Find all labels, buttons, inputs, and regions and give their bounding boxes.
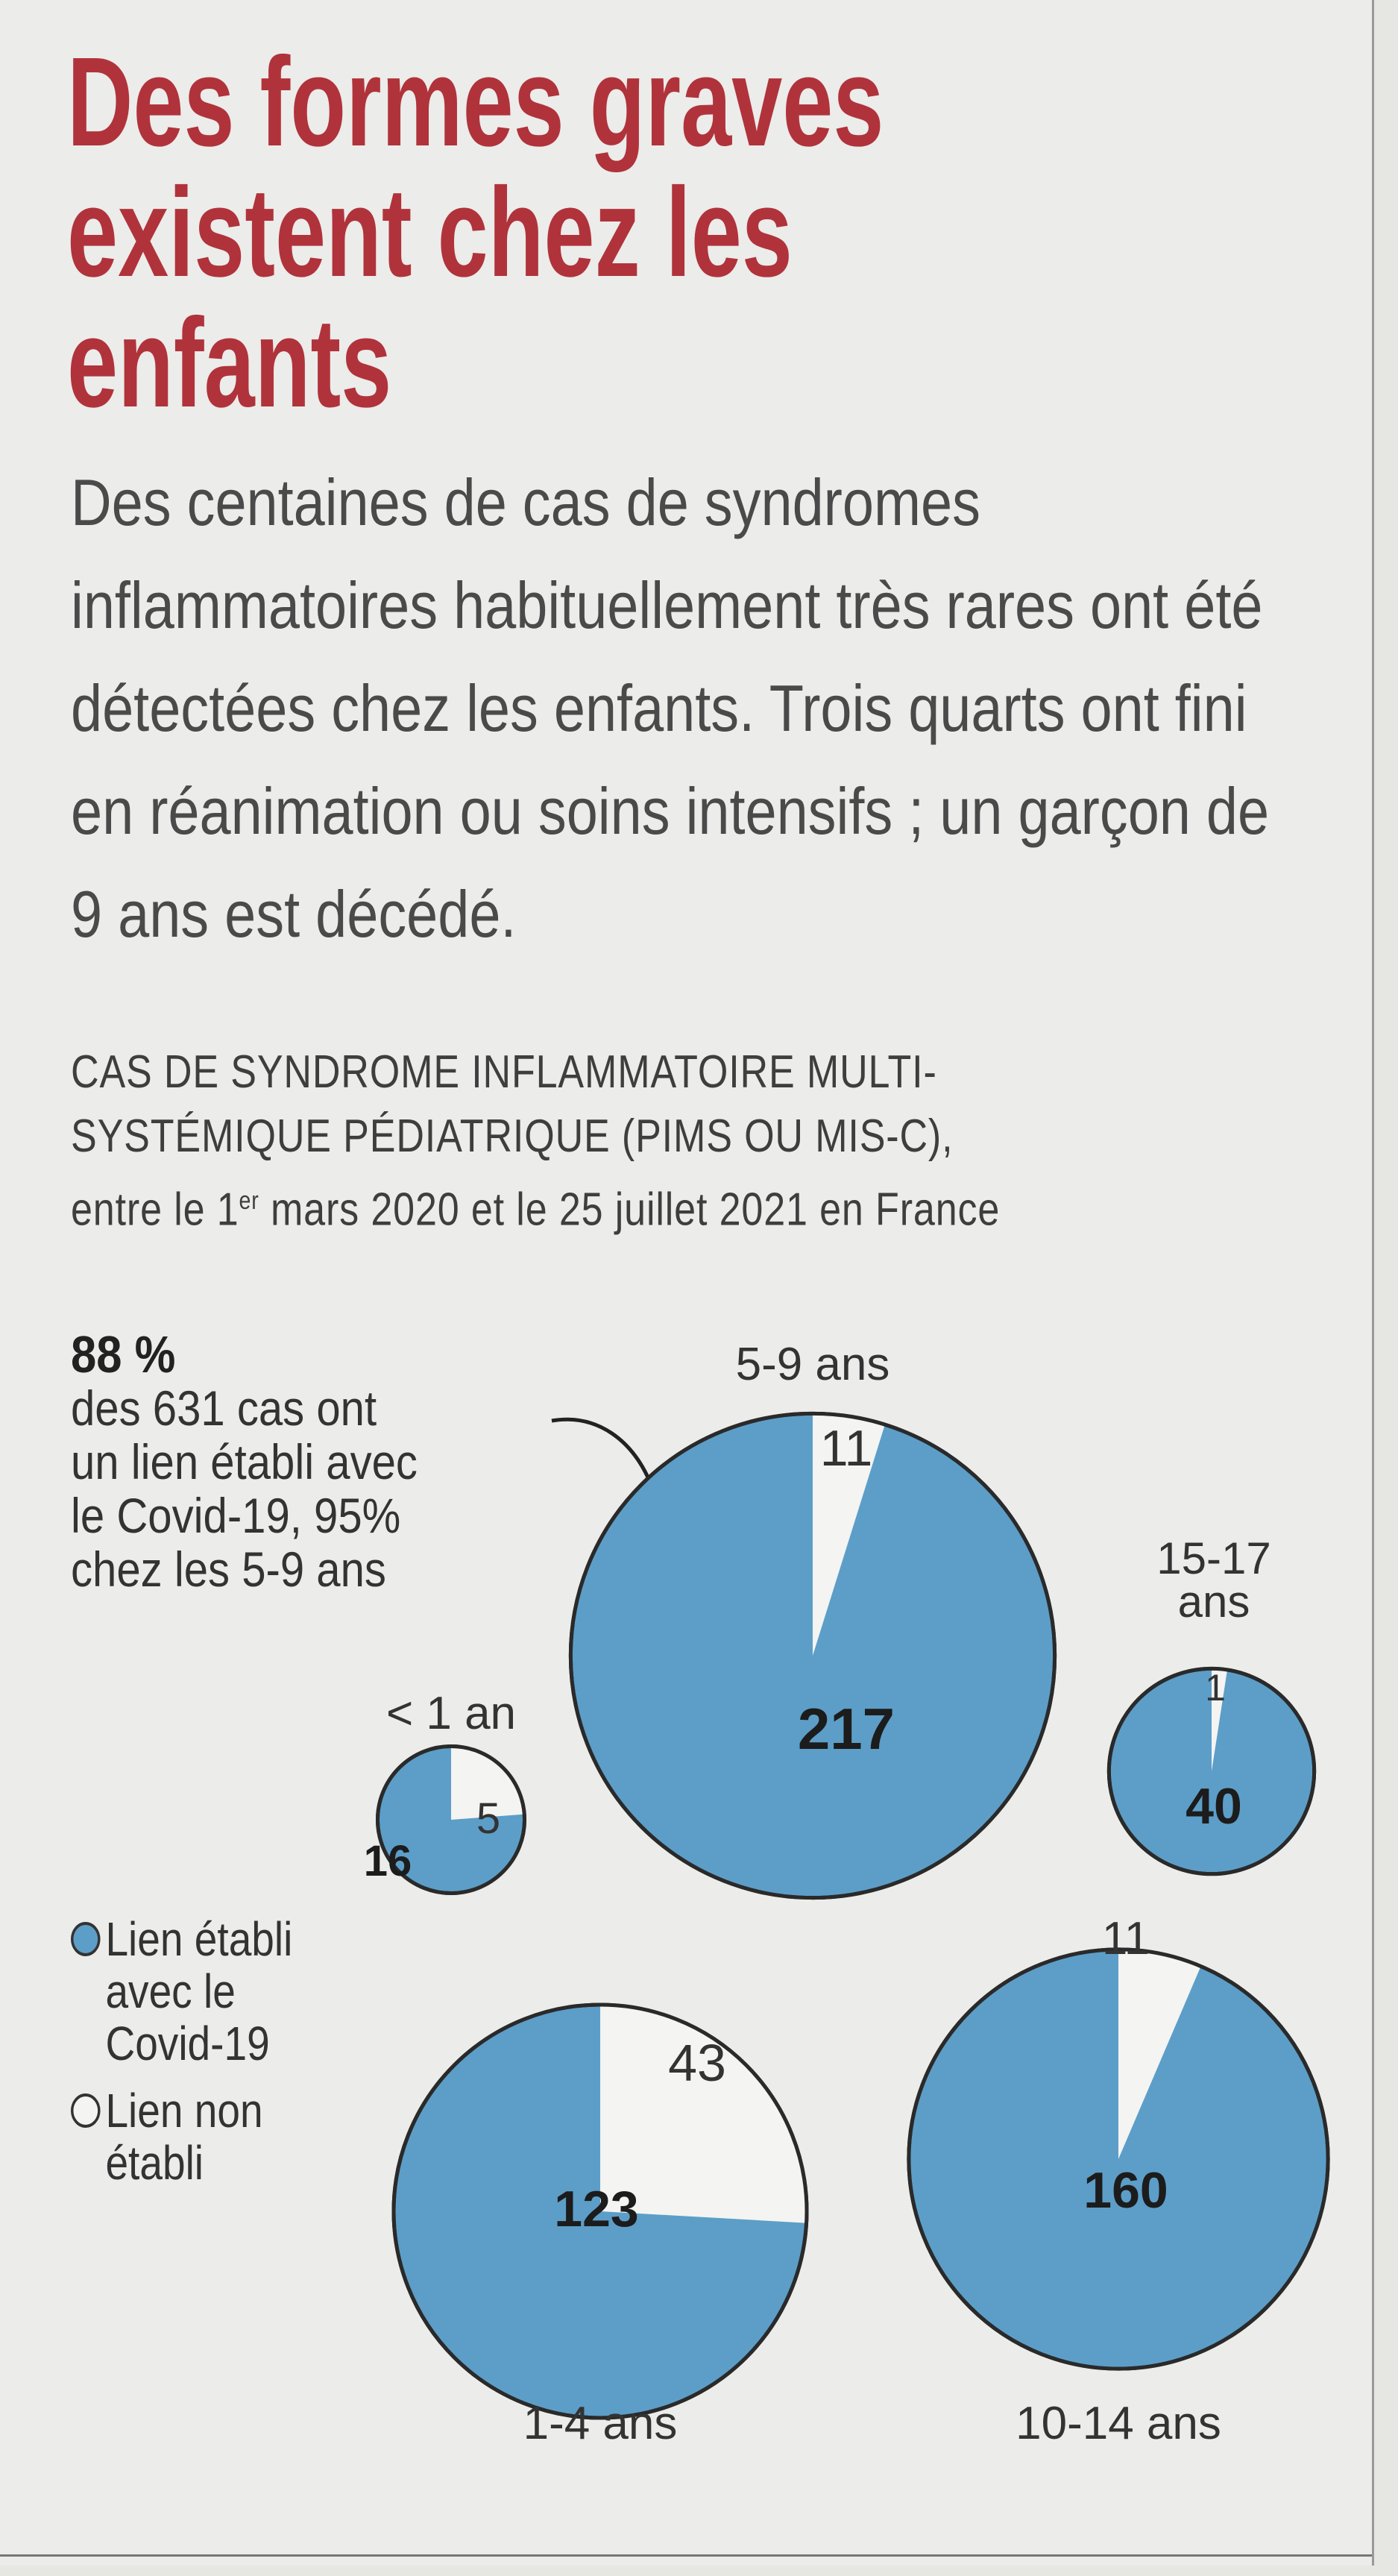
subhead-line-3: entre le 1er mars 2020 et le 25 juillet … [71,1169,1198,1243]
value-label-not-linked-1-4-ans: 43 [668,2034,726,2092]
subhead-line-3-pre: entre le 1 [71,1184,239,1236]
value-label-not-linked-1-an: 5 [476,1794,500,1843]
title-line-2: existent chez les enfants [67,162,793,434]
pie-not-linked-slice-1-4-ans [600,2004,807,2223]
legend-label-linked: Lien établi avec le Covid-19 [105,1912,293,2070]
subhead-sup: er [239,1187,259,1215]
legend-item-linked: Lien établi avec le Covid-19 [71,1913,340,2070]
pie-not-linked-slice-10-14-ans [1118,1949,1201,2159]
callout-percent: 88 % [71,1325,176,1383]
age-label-1-an: < 1 an [386,1688,516,1739]
age-label-5-9-ans: 5-9 ans [736,1339,890,1390]
age-label-10-14-ans: 10-14 ans [1016,2398,1221,2449]
callout-line-1: des 631 cas ont [71,1380,377,1436]
pie-outline-15-17-ans [1106,1666,1317,1876]
subhead-line-3-post: mars 2020 et le 25 juillet 2021 en Franc… [259,1184,1001,1236]
subhead-line-2: SYSTÉMIQUE PÉDIATRIQUE (PIMS OU MIS-C), [71,1110,954,1162]
bubble-pie-chart: 16 5 < 1 an 123 43 1-4 ans 217 11 5-9 ans 160 11 10… [364,1339,1330,2449]
infographic-page: Des formes graves existent chez les enfan… [0,0,1374,2566]
callout-arrow [551,1417,655,1489]
legend-label-not-linked: Lien non établi [105,2084,263,2190]
callout-annotation: 88 % des 631 cas ont un lien établi avec… [71,1328,530,1596]
value-label-not-linked-15-17-ans: 1 [1205,1667,1226,1709]
value-label-linked-10-14-ans: 160 [1083,2162,1168,2219]
callout-line-4: chez les 5-9 ans [71,1542,386,1597]
pie-outline-5-9-ans [568,1411,1057,1900]
legend: Lien établi avec le Covid-19 Lien non ét… [71,1913,340,2204]
value-label-linked-15-17-ans: 40 [1186,1778,1242,1835]
pie-not-linked-slice-5-9-ans [813,1413,885,1656]
title-line-1: Des formes graves [67,31,884,173]
legend-item-not-linked: Lien non établi [71,2085,340,2189]
age-label-15-17-ans: 15-17 [1156,1533,1271,1583]
legend-swatch-not-linked [71,2093,101,2128]
value-label-linked-1-an: 16 [364,1837,412,1885]
legend-swatch-linked [71,1922,101,1956]
lead-paragraph: Des centaines de cas de syndromes inflam… [71,451,1269,966]
age-label-1-4-ans: 1-4 ans [523,2398,678,2449]
age-label-15-17-ans-unit: ans [1178,1577,1250,1627]
chart-subheading: CAS DE SYNDROME INFLAMMATOIRE MULTI- SYS… [71,1040,1198,1243]
bottom-rule [0,2554,1372,2557]
value-label-not-linked-10-14-ans: 11 [1102,1913,1150,1964]
value-label-linked-5-9-ans: 217 [798,1696,895,1762]
pie-outline-1-4-ans [391,2002,809,2420]
page-title: Des formes graves existent chez les enfan… [67,37,990,429]
pies-group: 16 5 < 1 an 123 43 1-4 ans 217 11 5-9 ans 160 11 10… [364,1339,1330,2449]
callout-line-2: un lien établi avec [71,1434,418,1489]
value-label-linked-1-4-ans: 123 [554,2181,638,2237]
pie-not-linked-slice-15-17-ans [1212,1668,1228,1771]
pie-outline-10-14-ans [907,1947,1330,2371]
lead-text: Des centaines de cas de syndromes inflam… [71,465,1270,951]
value-label-not-linked-5-9-ans: 11 [820,1420,873,1477]
subhead-line-1: CAS DE SYNDROME INFLAMMATOIRE MULTI- [71,1046,937,1098]
pie-not-linked-slice-1-an [451,1746,525,1820]
callout-line-3: le Covid-19, 95% [71,1488,401,1543]
pie-outline-1-an [375,1744,527,1896]
